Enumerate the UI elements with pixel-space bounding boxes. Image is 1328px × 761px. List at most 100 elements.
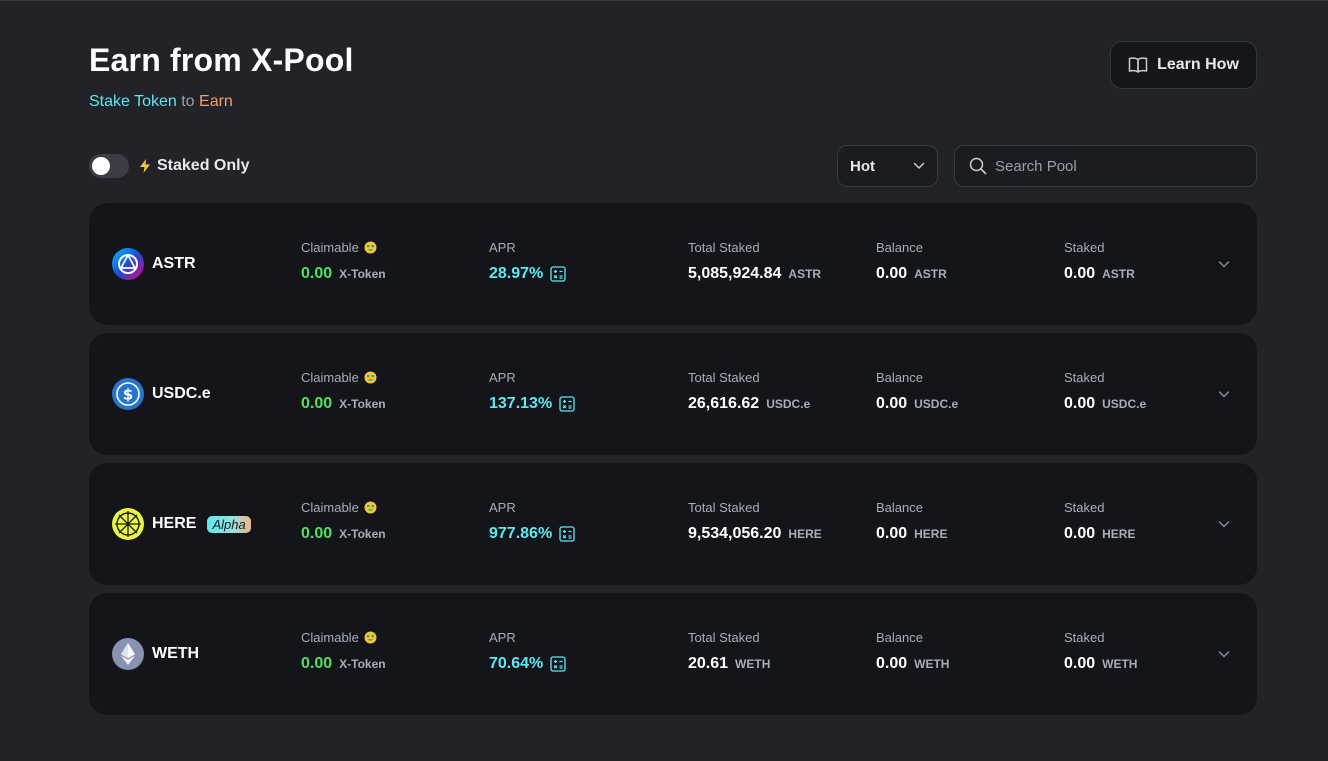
claimable-column: Claimable 0.00 X-Token: [301, 239, 386, 283]
pool-token: HERE Alpha: [112, 508, 251, 540]
apr-column: APR 977.86%: [489, 499, 575, 543]
pool-row-weth[interactable]: WETH Claimable 0.00 X-Token APR 70.64% To…: [89, 593, 1257, 715]
total-staked-label: Total Staked: [688, 239, 760, 255]
balance-value: 0.00: [876, 655, 908, 672]
expand-chevron-icon[interactable]: [1217, 517, 1231, 531]
learn-how-label: Learn How: [1157, 56, 1239, 73]
staked-column: Staked 0.00 USDC.e: [1064, 369, 1146, 413]
pool-token: WETH: [112, 638, 199, 670]
toggle-knob: [92, 157, 110, 175]
expand-chevron-icon[interactable]: [1217, 387, 1231, 401]
apr-column: APR 28.97%: [489, 239, 566, 283]
apr-label: APR: [489, 369, 516, 385]
balance-value: 0.00: [876, 395, 908, 412]
pool-token: $ USDC.e: [112, 378, 211, 410]
balance-unit: WETH: [914, 657, 950, 671]
svg-text:$: $: [123, 386, 133, 404]
lightning-icon: [139, 159, 151, 173]
claimable-label: Claimable: [301, 629, 359, 645]
page-title: Earn from X-Pool: [89, 42, 354, 78]
total-staked-column: Total Staked 20.61 WETH: [688, 629, 770, 673]
calculator-icon[interactable]: [559, 396, 575, 412]
pool-row-usdc-e[interactable]: $ USDC.e Claimable 0.00 X-Token APR 137.1…: [89, 333, 1257, 455]
calculator-icon[interactable]: [550, 656, 566, 672]
total-staked-unit: WETH: [735, 657, 771, 671]
claimable-value: 0.00: [301, 525, 333, 542]
staked-column: Staked 0.00 WETH: [1064, 629, 1137, 673]
staked-unit: WETH: [1102, 657, 1138, 671]
alpha-badge: Alpha: [207, 515, 251, 533]
staked-label: Staked: [1064, 499, 1105, 515]
claimable-label: Claimable: [301, 239, 359, 255]
staked-label: Staked: [1064, 239, 1105, 255]
subtitle-earn: Earn: [199, 93, 233, 110]
apr-value: 70.64%: [489, 655, 544, 672]
total-staked-column: Total Staked 5,085,924.84 ASTR: [688, 239, 821, 283]
apr-value: 137.13%: [489, 395, 553, 412]
apr-column: APR 70.64%: [489, 629, 566, 673]
claimable-unit: X-Token: [339, 527, 386, 541]
total-staked-column: Total Staked 9,534,056.20 HERE: [688, 499, 822, 543]
balance-column: Balance 0.00 HERE: [876, 499, 947, 543]
learn-how-button[interactable]: Learn How: [1110, 41, 1257, 89]
claimable-column: Claimable 0.00 X-Token: [301, 369, 386, 413]
total-staked-column: Total Staked 26,616.62 USDC.e: [688, 369, 810, 413]
staked-only-filter: Staked Only: [89, 154, 249, 178]
expand-chevron-icon[interactable]: [1217, 647, 1231, 661]
claimable-value: 0.00: [301, 655, 333, 672]
sort-dropdown[interactable]: Hot: [837, 145, 938, 187]
staked-value: 0.00: [1064, 655, 1096, 672]
sort-selected-value: Hot: [850, 157, 875, 175]
balance-label: Balance: [876, 629, 923, 645]
token-name: USDC.e: [152, 385, 211, 402]
token-name: WETH: [152, 645, 200, 662]
expand-chevron-icon[interactable]: [1217, 257, 1231, 271]
apr-value: 28.97%: [489, 265, 544, 282]
money-face-emoji-icon: [364, 371, 377, 384]
balance-value: 0.00: [876, 265, 908, 282]
total-staked-label: Total Staked: [688, 629, 760, 645]
staked-value: 0.00: [1064, 525, 1096, 542]
balance-unit: USDC.e: [914, 397, 959, 411]
balance-label: Balance: [876, 499, 923, 515]
here-logo-icon: [112, 508, 144, 540]
balance-label: Balance: [876, 239, 923, 255]
page-subtitle: Stake Token to Earn: [89, 93, 233, 111]
staked-label: Staked: [1064, 629, 1105, 645]
search-pool-box: [954, 145, 1257, 187]
usdc-logo-icon: $: [112, 378, 144, 410]
balance-column: Balance 0.00 ASTR: [876, 239, 947, 283]
claimable-value: 0.00: [301, 395, 333, 412]
search-pool-input[interactable]: [995, 157, 1235, 175]
total-staked-value: 9,534,056.20: [688, 525, 782, 542]
staked-column: Staked 0.00 HERE: [1064, 499, 1135, 543]
claimable-column: Claimable 0.00 X-Token: [301, 499, 386, 543]
staked-only-toggle[interactable]: [89, 154, 129, 178]
chevron-down-icon: [913, 162, 925, 170]
claimable-label: Claimable: [301, 499, 359, 515]
staked-unit: USDC.e: [1102, 397, 1147, 411]
apr-column: APR 137.13%: [489, 369, 575, 413]
pool-token: ASTR: [112, 248, 196, 280]
staked-only-label: Staked Only: [157, 157, 250, 174]
total-staked-unit: ASTR: [788, 267, 822, 281]
total-staked-value: 26,616.62: [688, 395, 760, 412]
balance-label: Balance: [876, 369, 923, 385]
astar-logo-icon: [112, 248, 144, 280]
pool-row-here[interactable]: HERE Alpha Claimable 0.00 X-Token APR 977…: [89, 463, 1257, 585]
staked-unit: ASTR: [1102, 267, 1135, 281]
subtitle-to: to: [181, 93, 195, 110]
total-staked-unit: USDC.e: [766, 397, 811, 411]
calculator-icon[interactable]: [559, 526, 575, 542]
calculator-icon[interactable]: [550, 266, 566, 282]
claimable-column: Claimable 0.00 X-Token: [301, 629, 386, 673]
total-staked-unit: HERE: [788, 527, 822, 541]
pool-row-astr[interactable]: ASTR Claimable 0.00 X-Token APR 28.97% To…: [89, 203, 1257, 325]
total-staked-label: Total Staked: [688, 369, 760, 385]
open-book-icon: [1128, 56, 1148, 74]
balance-unit: HERE: [914, 527, 948, 541]
subtitle-stake-token: Stake Token: [89, 93, 177, 110]
total-staked-label: Total Staked: [688, 499, 760, 515]
claimable-unit: X-Token: [339, 397, 386, 411]
balance-value: 0.00: [876, 525, 908, 542]
